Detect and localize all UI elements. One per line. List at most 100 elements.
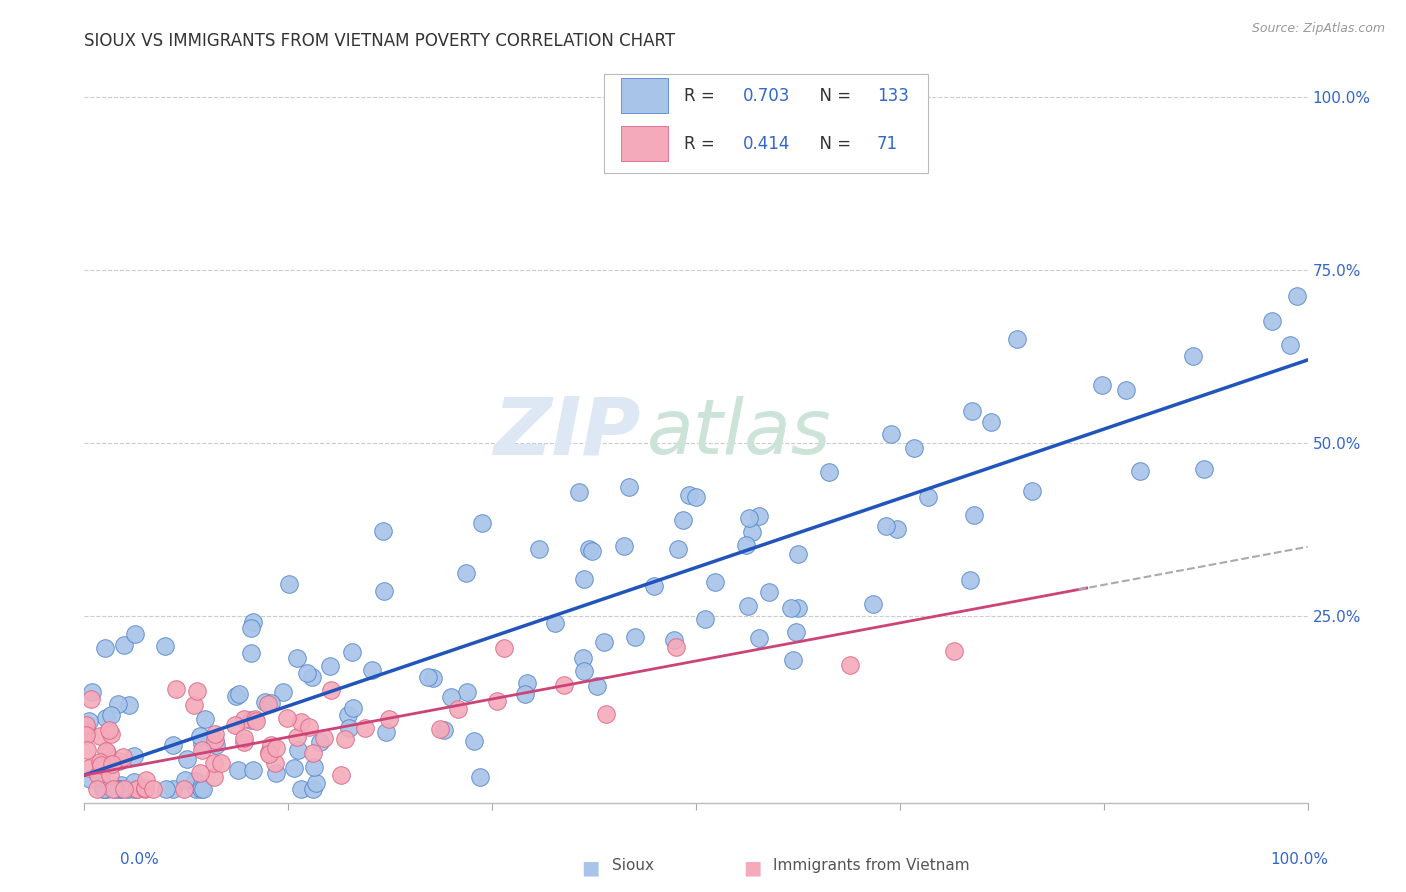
FancyBboxPatch shape <box>621 126 668 161</box>
Text: 100.0%: 100.0% <box>1271 852 1329 867</box>
Point <box>104 781 127 796</box>
Point <box>260 696 283 710</box>
Point <box>228 687 250 701</box>
Point <box>124 749 146 764</box>
Point <box>173 772 195 787</box>
Point <box>240 713 263 727</box>
Point <box>79 714 101 729</box>
Text: Sioux: Sioux <box>612 858 654 873</box>
Point <box>204 732 226 747</box>
Text: 0.703: 0.703 <box>742 87 790 104</box>
Point <box>339 721 361 735</box>
Point <box>336 708 359 723</box>
Point <box>960 404 983 418</box>
Text: Immigrants from Vietnam: Immigrants from Vietnam <box>773 858 970 873</box>
Point <box>515 687 537 701</box>
Point <box>1005 332 1028 346</box>
Point <box>257 697 280 711</box>
Point <box>748 632 770 646</box>
Point <box>90 758 112 772</box>
Point <box>184 774 207 789</box>
Point <box>204 738 226 752</box>
Point <box>82 685 104 699</box>
Point <box>302 746 325 760</box>
Point <box>94 744 117 758</box>
Point <box>418 670 440 684</box>
Text: R =: R = <box>683 135 720 153</box>
Point <box>98 723 121 737</box>
Point <box>1285 289 1308 303</box>
Point <box>553 677 575 691</box>
Point <box>190 781 212 796</box>
Point <box>290 781 312 796</box>
Point <box>309 735 332 749</box>
Point <box>108 754 131 768</box>
Point <box>111 749 134 764</box>
Point <box>183 698 205 713</box>
Point <box>79 772 101 786</box>
Point <box>202 756 225 771</box>
Point <box>271 685 294 699</box>
Point <box>162 781 184 796</box>
Point <box>162 738 184 752</box>
Text: atlas: atlas <box>647 396 831 469</box>
Point <box>276 711 298 725</box>
Point <box>108 781 131 796</box>
Point <box>312 731 335 745</box>
Point <box>886 522 908 536</box>
Point <box>578 542 600 557</box>
Point <box>94 641 117 656</box>
Point <box>90 771 112 785</box>
Point <box>253 695 276 709</box>
Point <box>1278 338 1301 352</box>
Point <box>259 746 281 760</box>
Point <box>266 741 288 756</box>
Point <box>1261 314 1284 328</box>
Point <box>233 712 256 726</box>
Point <box>1115 383 1137 397</box>
Point <box>780 601 803 615</box>
Point <box>685 491 707 505</box>
Point <box>880 427 903 442</box>
Text: ■: ■ <box>742 858 762 877</box>
Point <box>194 712 217 726</box>
Point <box>703 574 725 589</box>
Text: SIOUX VS IMMIGRANTS FROM VIETNAM POVERTY CORRELATION CHART: SIOUX VS IMMIGRANTS FROM VIETNAM POVERTY… <box>84 32 675 50</box>
Text: R =: R = <box>683 87 720 104</box>
Point <box>544 615 567 630</box>
Point <box>191 781 214 796</box>
Point <box>96 758 118 772</box>
Point <box>1192 462 1215 476</box>
Point <box>738 511 761 525</box>
Point <box>283 761 305 775</box>
Point <box>87 767 110 781</box>
Point <box>110 781 132 796</box>
Point <box>257 747 280 762</box>
Point <box>943 644 966 658</box>
Point <box>422 671 444 685</box>
Point <box>224 718 246 732</box>
Point <box>76 725 98 739</box>
Point <box>572 651 595 665</box>
Point <box>77 761 100 775</box>
Point <box>285 731 308 745</box>
Point <box>112 781 135 796</box>
Point <box>112 638 135 652</box>
Point <box>124 627 146 641</box>
Point <box>287 651 309 665</box>
Point <box>117 781 139 796</box>
Point <box>155 639 177 653</box>
Point <box>190 743 212 757</box>
Point <box>239 621 262 635</box>
Point <box>1021 483 1043 498</box>
Point <box>917 490 939 504</box>
Point <box>963 508 986 522</box>
Point <box>75 729 97 743</box>
Point <box>485 694 508 708</box>
Point <box>624 630 647 644</box>
Point <box>354 721 377 735</box>
Point <box>298 720 321 734</box>
Point <box>373 584 395 599</box>
Point <box>665 640 688 655</box>
Point <box>302 781 325 796</box>
